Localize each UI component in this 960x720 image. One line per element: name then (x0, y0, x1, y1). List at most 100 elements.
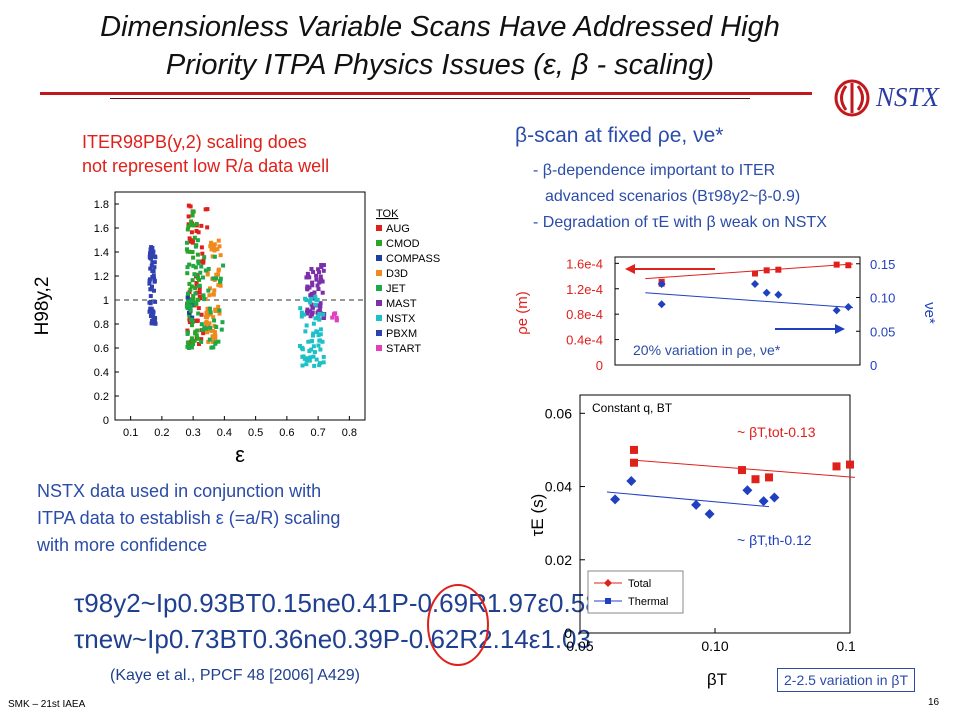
data-point-cmod (191, 223, 196, 228)
data-point-mast (310, 305, 315, 310)
y-tick-label: 0.02 (545, 552, 572, 568)
data-point-jet (185, 291, 190, 296)
data-point-nstx (318, 347, 323, 352)
total-data-point (738, 466, 746, 475)
data-point-jet (188, 304, 193, 309)
beta-scan-bullets: - β-dependence important to ITER advance… (533, 158, 943, 236)
data-point-cmod (185, 249, 190, 254)
thermal-data-point (704, 509, 715, 519)
data-point-aug (188, 239, 193, 244)
nu-data-point (774, 290, 783, 299)
data-point-d3d (204, 320, 209, 325)
data-point-nstx (306, 339, 311, 344)
data-point-mast (314, 273, 319, 278)
data-point-cmod (196, 275, 201, 280)
legend-label-start: START (386, 343, 421, 355)
data-point-pbxm (147, 281, 152, 286)
data-point-jet (185, 240, 190, 245)
legend-marker-total (604, 579, 612, 587)
data-point-mast (317, 280, 322, 285)
nu-data-point (762, 288, 771, 297)
data-point-pbxm (149, 263, 154, 268)
rho-fit-line (645, 263, 854, 280)
data-point-jet (207, 337, 212, 342)
total-data-point (846, 460, 854, 469)
data-point-d3d (206, 339, 211, 344)
data-point-start (331, 312, 336, 317)
data-point-jet (207, 306, 212, 311)
data-point-cmod (194, 221, 199, 226)
data-point-cmod (190, 339, 195, 344)
data-point-nstx (317, 363, 322, 368)
data-point-pbxm (152, 260, 157, 265)
data-point-nstx (299, 345, 304, 350)
data-point-aug (199, 312, 204, 317)
data-point-jet (189, 345, 194, 350)
data-point-d3d (205, 313, 210, 318)
y-right-tick-label: 0.05 (870, 324, 895, 339)
data-point-pbxm (151, 310, 156, 315)
data-point-aug (194, 228, 199, 233)
data-point-d3d (210, 328, 215, 333)
data-point-d3d (205, 310, 210, 315)
data-point-aug (187, 320, 192, 325)
legend-marker-nstx (376, 315, 382, 321)
data-point-aug (186, 222, 191, 227)
thermal-data-point (691, 499, 702, 510)
data-point-mast (314, 277, 319, 282)
chart-title: Constant q, BT (592, 401, 673, 415)
data-point-nstx (309, 347, 314, 352)
data-point-pbxm (151, 288, 156, 293)
data-point-cmod (195, 328, 200, 333)
y-tick-label: 0 (564, 625, 572, 641)
data-point-pbxm (148, 247, 153, 252)
data-point-pbxm (148, 306, 153, 311)
nu-fit-line (645, 292, 854, 309)
data-point-mast (306, 273, 311, 278)
data-point-nstx (298, 306, 303, 311)
data-point-d3d (216, 267, 221, 272)
data-point-pbxm (152, 254, 157, 259)
y-left-tick-label: 0.8e-4 (566, 307, 603, 322)
legend-label-cmod: CMOD (386, 238, 420, 250)
data-point-jet (212, 318, 217, 323)
data-point-d3d (212, 248, 217, 253)
data-point-mast (304, 311, 309, 316)
nu-data-point (657, 300, 666, 309)
thermal-data-point (742, 485, 753, 496)
data-point-aug (197, 341, 202, 346)
data-point-nstx (301, 312, 306, 317)
legend-marker-compass (376, 255, 382, 261)
data-point-nstx (309, 296, 314, 301)
data-point-jet (214, 276, 219, 281)
data-point-jet (202, 255, 207, 260)
data-point-cmod (185, 301, 190, 306)
x-tick-label: 0.5 (248, 427, 263, 439)
epsilon-highlight-circle (427, 584, 489, 666)
legend-label-mast: MAST (386, 298, 417, 310)
data-point-nstx (318, 327, 323, 332)
footer-left: SMK – 21st IAEA (8, 699, 86, 710)
legend-label-aug: AUG (386, 223, 410, 235)
data-point-d3d (218, 283, 223, 288)
data-point-nstx (321, 312, 326, 317)
x-axis-label: ε (235, 442, 245, 465)
data-point-jet (199, 264, 204, 269)
data-point-cmod (185, 340, 190, 345)
legend-marker-cmod (376, 240, 382, 246)
x-tick-label: 0.05 (566, 638, 593, 654)
data-point-d3d (208, 328, 213, 333)
data-point-nstx (316, 333, 321, 338)
data-point-jet (218, 276, 223, 281)
data-point-d3d (216, 304, 221, 309)
data-point-cmod (187, 281, 192, 286)
y-tick-label: 0 (103, 415, 109, 427)
y-left-tick-label: 0.4e-4 (566, 333, 603, 348)
data-point-nstx (307, 358, 312, 363)
data-point-pbxm (148, 287, 153, 292)
data-point-d3d (207, 293, 212, 298)
data-point-jet (199, 339, 204, 344)
data-point-mast (318, 304, 323, 309)
data-point-nstx (304, 297, 309, 302)
data-point-d3d (211, 315, 216, 320)
